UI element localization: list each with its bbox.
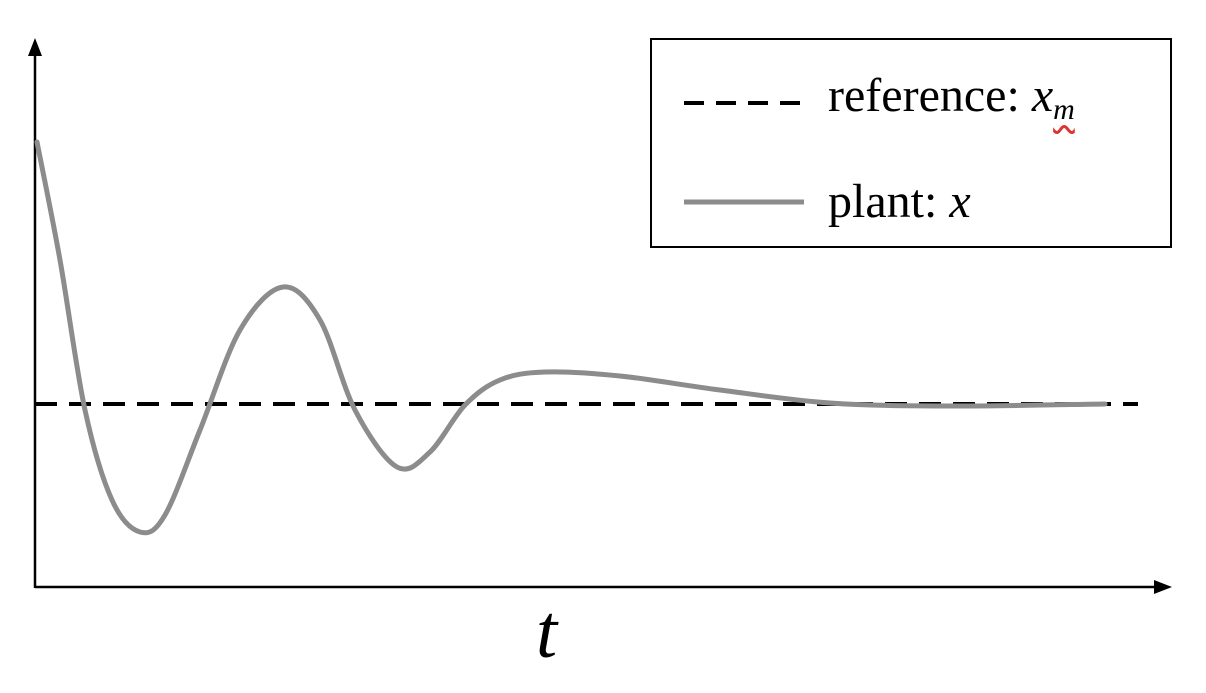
plant-series-line — [34, 139, 1108, 536]
legend-entry-reference: reference: xm — [652, 70, 1075, 136]
legend-plant-prefix: plant: — [828, 175, 950, 228]
legend-entry-plant: plant: x — [652, 176, 971, 228]
legend-ref-symbol: x — [1031, 69, 1054, 122]
x-axis-label: t — [536, 590, 558, 674]
legend: reference: xm plant: x — [650, 38, 1172, 248]
legend-ref-subscript: m — [1053, 93, 1075, 126]
y-axis-arrowhead — [28, 38, 42, 56]
legend-swatch-plant — [684, 186, 804, 218]
legend-plant-symbol: x — [949, 175, 971, 228]
x-axis-arrowhead — [1154, 580, 1172, 594]
legend-ref-prefix: reference: — [828, 69, 1032, 122]
legend-label-reference: reference: xm — [828, 70, 1075, 136]
legend-swatch-reference — [684, 87, 804, 119]
legend-label-plant: plant: x — [828, 176, 971, 228]
